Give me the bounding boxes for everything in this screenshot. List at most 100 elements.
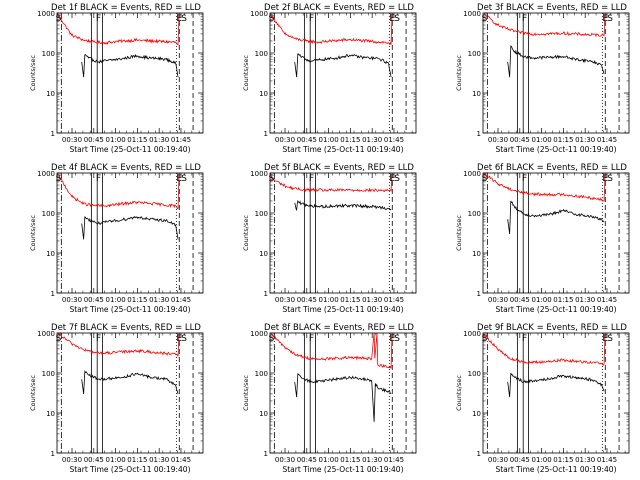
y-axis-label: Counts/sec xyxy=(455,215,463,251)
phase-marker-label: S xyxy=(269,334,275,344)
lld-series-line xyxy=(56,12,180,46)
phase-marker-label: S xyxy=(269,14,275,24)
events-series-line xyxy=(294,373,392,422)
detector-panel-9: Det 9f BLACK = Events, RED = LLD Counts/s… xyxy=(455,323,630,474)
x-tick-label: 01:00 xyxy=(105,456,125,464)
x-tick-label: 01:45 xyxy=(171,456,191,464)
events-series-line xyxy=(507,200,605,234)
phase-marker-label: E xyxy=(176,174,182,184)
x-tick-label: 01:45 xyxy=(597,136,617,144)
x-tick-label: 01:15 xyxy=(127,456,147,464)
phase-marker-label: S xyxy=(607,334,613,344)
x-tick-label: 00:45 xyxy=(84,456,104,464)
y-tick-label: 1 xyxy=(51,290,55,298)
plot-frame xyxy=(56,12,204,134)
panel-title: Det 7f BLACK = Events, RED = LLD xyxy=(51,323,201,333)
x-tick-label: 01:30 xyxy=(362,136,382,144)
phase-marker-label: E xyxy=(176,14,182,24)
x-tick-label: 01:30 xyxy=(575,456,595,464)
plot-frame xyxy=(269,332,417,454)
detector-panel-4: Det 4f BLACK = Events, RED = LLD Counts/s… xyxy=(29,163,204,314)
x-tick-label: 00:45 xyxy=(84,296,104,304)
x-tick-label: 00:45 xyxy=(510,456,530,464)
x-tick-label: 00:30 xyxy=(62,136,82,144)
phase-marker-label: F xyxy=(96,174,101,184)
events-series-line xyxy=(81,215,179,240)
x-tick-label: 01:45 xyxy=(171,296,191,304)
y-tick-label: 1 xyxy=(264,130,268,138)
phase-marker-label: E xyxy=(176,334,182,344)
lld-series-line xyxy=(269,172,393,193)
detector-panel-6: Det 6f BLACK = Events, RED = LLD Counts/s… xyxy=(455,163,630,314)
x-tick-label: 01:15 xyxy=(127,136,147,144)
x-axis-label: Start Time (25-Oct-11 00:19:40) xyxy=(495,305,616,314)
plot-frame xyxy=(482,172,630,294)
y-tick-label: 10 xyxy=(259,90,268,98)
phase-marker-label: S xyxy=(181,174,187,184)
y-tick-label: 1000 xyxy=(463,330,481,338)
phase-marker-label: F xyxy=(522,174,527,184)
y-tick-label: 100 xyxy=(255,50,268,58)
plot-frame xyxy=(482,332,630,454)
plot-frame xyxy=(269,12,417,134)
x-tick-label: 00:30 xyxy=(62,296,82,304)
y-axis-label: Counts/sec xyxy=(242,375,250,411)
y-tick-label: 1000 xyxy=(37,170,55,178)
plot-frame xyxy=(482,12,630,134)
x-tick-label: 00:30 xyxy=(488,456,508,464)
x-tick-label: 01:15 xyxy=(127,296,147,304)
lld-series-line xyxy=(483,172,606,202)
y-tick-label: 1000 xyxy=(37,330,55,338)
x-tick-label: 01:00 xyxy=(531,456,551,464)
x-tick-label: 01:45 xyxy=(384,456,404,464)
phase-marker-label: S xyxy=(482,174,488,184)
panel-title: Det 8f BLACK = Events, RED = LLD xyxy=(264,323,414,333)
y-axis-label: Counts/sec xyxy=(29,215,37,251)
phase-marker-label: E xyxy=(602,14,608,24)
plot-frame xyxy=(56,332,204,454)
x-tick-label: 00:30 xyxy=(275,296,295,304)
x-axis-label: Start Time (25-Oct-11 00:19:40) xyxy=(495,465,616,474)
x-tick-label: 00:45 xyxy=(297,296,317,304)
lld-series-line xyxy=(57,332,180,357)
x-tick-label: 00:45 xyxy=(510,296,530,304)
detector-panel-5: Det 5f BLACK = Events, RED = LLD Counts/s… xyxy=(242,163,417,314)
phase-marker-label: E xyxy=(602,334,608,344)
panel-title: Det 3f BLACK = Events, RED = LLD xyxy=(477,3,627,13)
y-tick-label: 10 xyxy=(46,90,55,98)
y-tick-label: 1 xyxy=(51,130,55,138)
y-tick-label: 10 xyxy=(46,410,55,418)
panel-title: Det 2f BLACK = Events, RED = LLD xyxy=(264,3,414,13)
y-tick-label: 100 xyxy=(42,50,55,58)
plot-frame xyxy=(269,172,417,294)
y-tick-label: 1000 xyxy=(37,10,55,18)
y-axis-label: Counts/sec xyxy=(29,375,37,411)
phase-marker-label: S xyxy=(482,334,488,344)
phase-marker-label: S xyxy=(394,334,400,344)
lld-series-line xyxy=(482,332,606,366)
x-tick-label: 01:30 xyxy=(362,296,382,304)
phase-marker-label: S xyxy=(56,334,62,344)
events-series-line xyxy=(81,53,179,78)
y-tick-label: 10 xyxy=(259,410,268,418)
detector-panel-1: Det 1f BLACK = Events, RED = LLD Counts/s… xyxy=(29,3,204,154)
x-tick-label: 01:15 xyxy=(340,296,360,304)
x-tick-label: 01:00 xyxy=(531,136,551,144)
panel-title: Det 4f BLACK = Events, RED = LLD xyxy=(51,163,201,173)
x-tick-label: 01:15 xyxy=(553,136,573,144)
detector-panel-3: Det 3f BLACK = Events, RED = LLD Counts/s… xyxy=(455,3,630,154)
x-axis-label: Start Time (25-Oct-11 00:19:40) xyxy=(282,305,403,314)
x-tick-label: 01:30 xyxy=(362,456,382,464)
phase-marker-label: F xyxy=(96,14,101,24)
x-tick-label: 00:45 xyxy=(84,136,104,144)
x-axis-label: Start Time (25-Oct-11 00:19:40) xyxy=(282,465,403,474)
phase-marker-label: E xyxy=(389,14,395,24)
phase-marker-label: F xyxy=(96,334,101,344)
y-tick-label: 100 xyxy=(42,370,55,378)
phase-marker-label: F xyxy=(522,334,527,344)
phase-marker-label: S xyxy=(482,14,488,24)
plot-frame xyxy=(56,172,204,294)
events-series-line xyxy=(81,370,179,395)
phase-marker-label: S xyxy=(607,14,613,24)
